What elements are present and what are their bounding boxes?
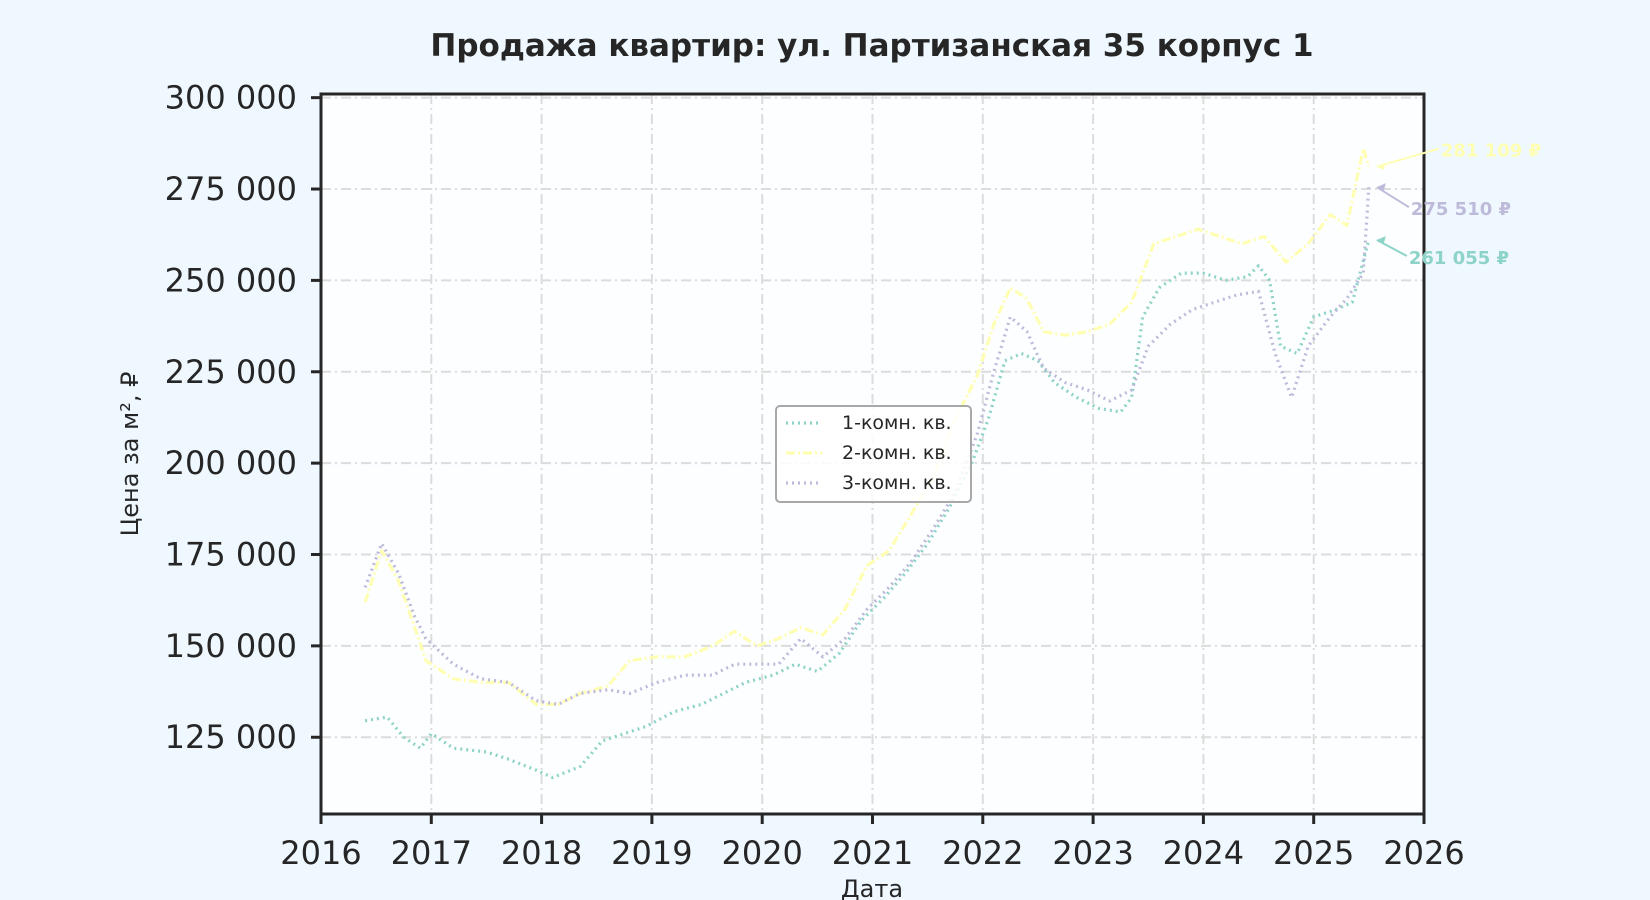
y-axis: 125 000 150 000 175 000 200 000 225 000 250 0…	[165, 79, 321, 756]
legend: 1-комн. кв. 2-комн. кв. 3-комн. кв.	[775, 405, 972, 503]
x-axis: 2016 2017 2018 2019 2020 2021 2022 2023 2024 2025…	[280, 814, 1465, 872]
end-label-arrow	[1376, 147, 1440, 168]
end-label-arrowhead	[1376, 183, 1386, 191]
y-tick-label: 125 000	[165, 718, 297, 756]
y-tick-label: 175 000	[165, 536, 297, 574]
y-tick-label: 225 000	[165, 353, 297, 391]
series-line-1	[364, 239, 1371, 780]
legend-label: 1-комн. кв.	[842, 412, 952, 434]
x-tick-label: 2018	[501, 834, 582, 872]
series-layer	[363, 147, 1371, 780]
y-tick-label: 250 000	[165, 261, 297, 299]
x-tick-label: 2016	[280, 834, 361, 872]
x-tick-label: 2017	[391, 834, 472, 872]
x-tick-label: 2022	[942, 834, 1023, 872]
x-tick-label: 2020	[721, 834, 802, 872]
y-tick-label: 275 000	[165, 170, 297, 208]
x-tick-label: 2025	[1273, 834, 1354, 872]
legend-box	[775, 405, 972, 503]
legend-label: 3-комн. кв.	[842, 472, 952, 494]
chart-title: Продажа квартир: ул. Партизанская 35 кор…	[430, 28, 1313, 64]
y-tick-label: 150 000	[165, 627, 297, 665]
end-label-value: 281 109 ₽	[1441, 141, 1541, 162]
x-tick-label: 2026	[1383, 834, 1464, 872]
end-labels: 261 055 ₽ 281 109 ₽ 275 510 ₽	[1376, 141, 1541, 269]
x-tick-label: 2019	[611, 834, 692, 872]
legend-label: 2-комн. кв.	[842, 442, 952, 464]
y-tick-label: 200 000	[165, 444, 297, 482]
x-axis-label: Дата	[841, 875, 903, 900]
x-tick-label: 2023	[1052, 834, 1133, 872]
end-label-arrowhead	[1376, 235, 1386, 243]
x-tick-label: 2024	[1163, 834, 1244, 872]
y-axis-label: Цена за м², ₽	[116, 372, 144, 537]
x-tick-label: 2021	[832, 834, 913, 872]
y-tick-label: 300 000	[165, 79, 297, 117]
end-label-arrow	[1376, 186, 1410, 209]
series-line-2	[363, 147, 1371, 706]
end-label-arrowhead	[1376, 162, 1386, 170]
end-label-value: 261 055 ₽	[1409, 248, 1509, 269]
end-label-arrow	[1376, 239, 1408, 257]
end-label-value: 275 510 ₽	[1411, 199, 1511, 220]
